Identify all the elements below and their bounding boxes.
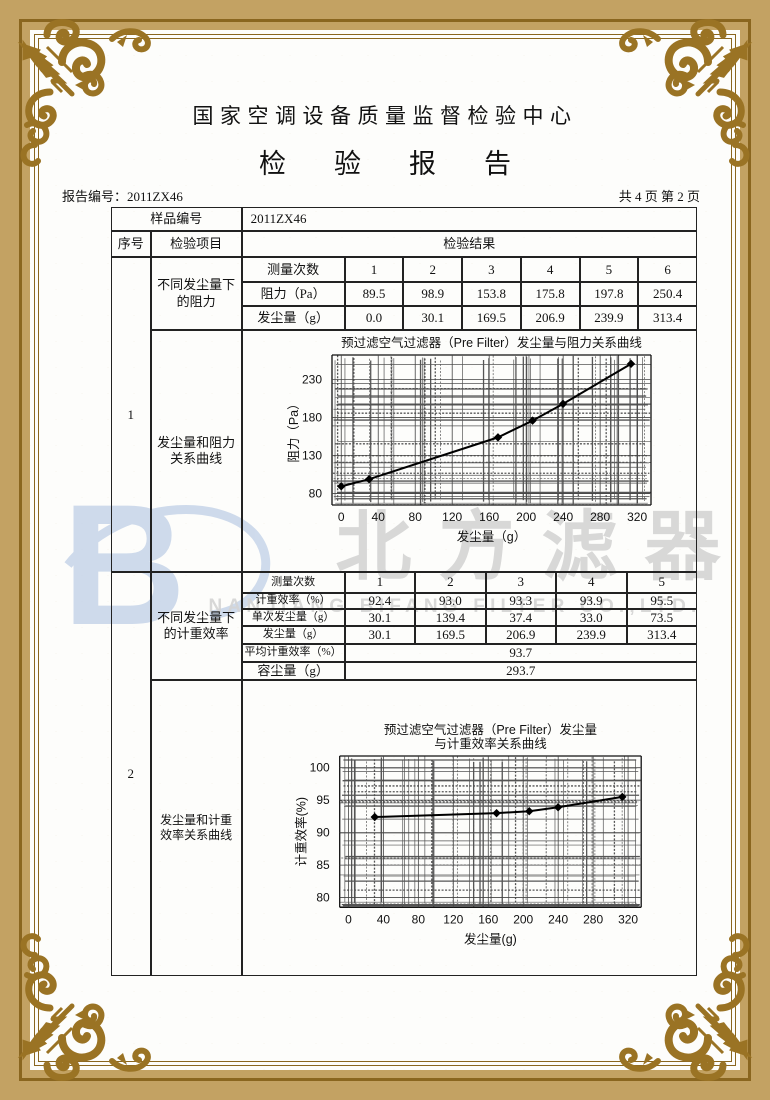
svg-text:85: 85	[316, 858, 330, 872]
svg-text:200: 200	[513, 912, 533, 926]
svg-text:120: 120	[443, 912, 463, 926]
svg-text:100: 100	[310, 761, 330, 775]
svg-text:与计重效率关系曲线: 与计重效率关系曲线	[434, 736, 547, 751]
svg-text:160: 160	[478, 912, 498, 926]
svg-text:0: 0	[345, 912, 352, 926]
svg-text:40: 40	[377, 912, 391, 926]
svg-text:240: 240	[548, 912, 568, 926]
svg-text:280: 280	[583, 912, 603, 926]
svg-text:320: 320	[618, 912, 638, 926]
svg-text:预过滤空气过滤器（Pre Filter）发尘量: 预过滤空气过滤器（Pre Filter）发尘量	[384, 722, 597, 737]
svg-text:80: 80	[412, 912, 426, 926]
svg-text:计重效率(%): 计重效率(%)	[294, 797, 309, 866]
svg-text:80: 80	[316, 891, 330, 905]
svg-text:95: 95	[316, 793, 330, 807]
svg-text:发尘量(g): 发尘量(g)	[464, 931, 517, 946]
svg-text:90: 90	[316, 826, 330, 840]
